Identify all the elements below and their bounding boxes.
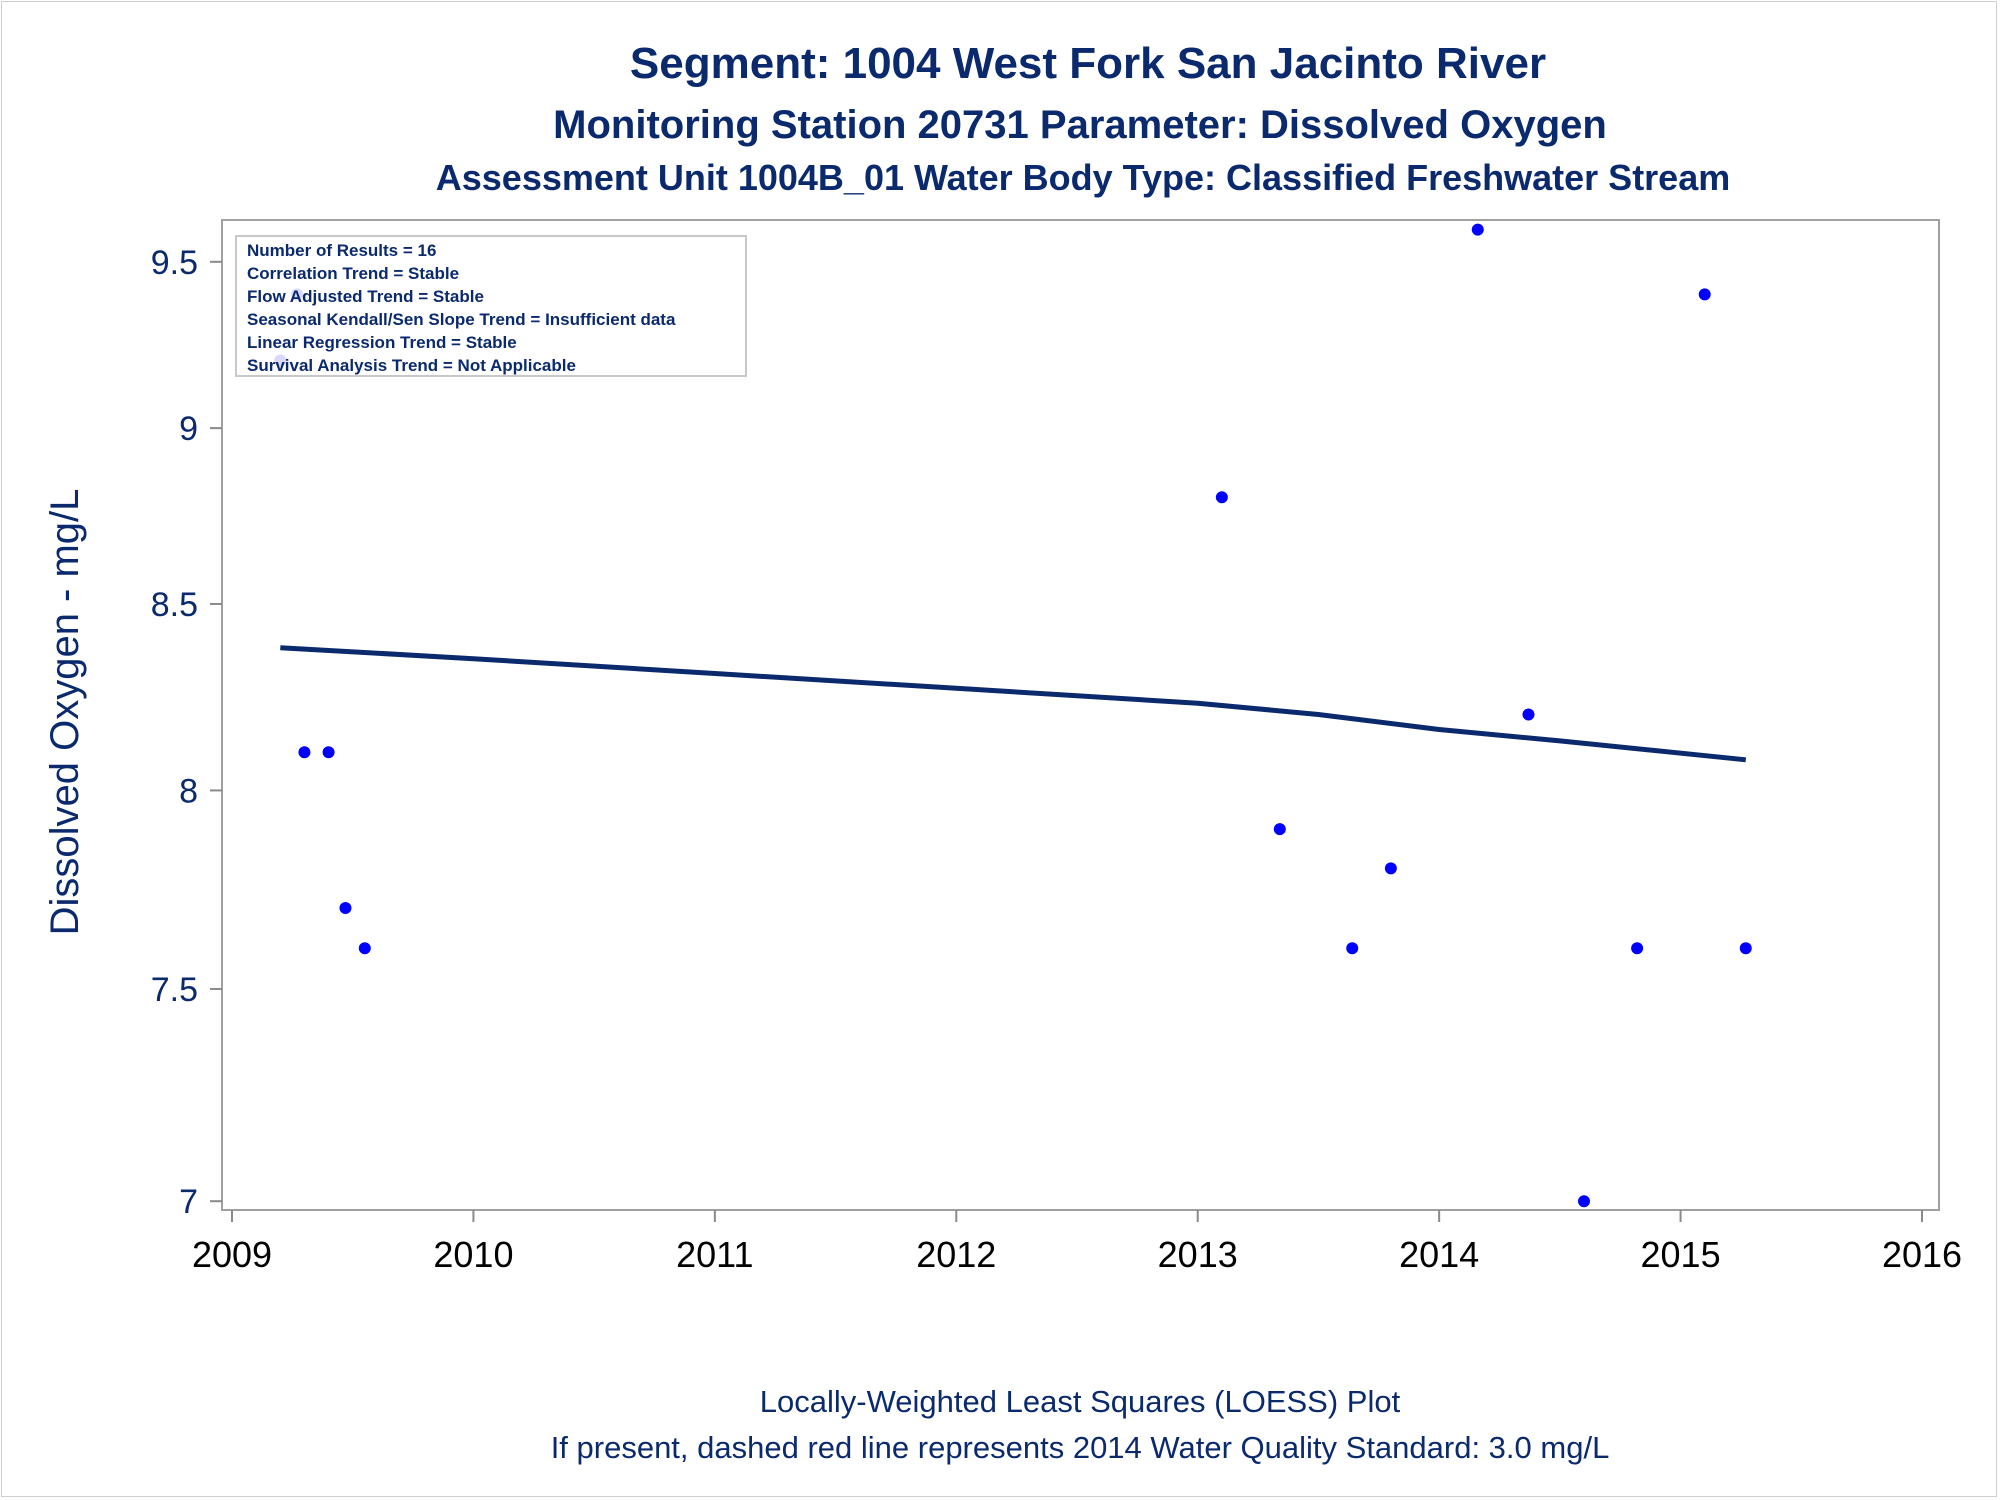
footnote-1: Locally-Weighted Least Squares (LOESS) P…: [760, 1384, 1401, 1419]
data-point: [339, 902, 352, 915]
data-point: [1631, 942, 1644, 955]
data-point: [1522, 708, 1535, 721]
legend-line-6: Survival Analysis Trend = Not Applicable: [247, 356, 576, 375]
data-point: [358, 942, 371, 955]
x-tick-label: 2011: [676, 1234, 753, 1275]
y-tick-label: 9.5: [151, 244, 198, 282]
plot-area: [221, 219, 1940, 1211]
data-point: [1739, 942, 1752, 955]
legend-line-5: Linear Regression Trend = Stable: [247, 333, 517, 352]
legend-line-1: Number of Results = 16: [247, 241, 436, 260]
chart-title: Segment: 1004 West Fork San Jacinto Rive…: [630, 39, 1546, 88]
data-point: [1346, 942, 1359, 955]
y-axis: 7 7.5 8 8.5 9 9.5: [151, 244, 222, 1221]
chart-subtitle-2: Assessment Unit 1004B_01 Water Body Type…: [436, 157, 1731, 198]
data-point: [298, 746, 311, 759]
y-tick-label: 8: [179, 772, 198, 810]
y-axis-label: Dissolved Oxygen - mg/L: [43, 489, 87, 936]
legend-line-3: Flow Adjusted Trend = Stable: [247, 287, 484, 306]
data-point: [1384, 862, 1397, 875]
x-tick-label: 2013: [1158, 1234, 1238, 1275]
loess-trend-line: [280, 645, 1747, 763]
legend: Number of Results = 16 Correlation Trend…: [235, 235, 747, 377]
y-tick-label: 7: [179, 1183, 198, 1221]
chart-subtitle: Monitoring Station 20731 Parameter: Diss…: [553, 103, 1607, 147]
x-tick-label: 2009: [192, 1234, 272, 1275]
x-axis: 2009 2010 2011 2012 2013 2014 2015 2016: [192, 1210, 1962, 1275]
data-point: [1215, 491, 1228, 504]
x-tick-label: 2012: [916, 1234, 996, 1275]
data-point: [1471, 223, 1484, 236]
data-point: [1273, 823, 1286, 836]
y-tick-label: 9: [179, 410, 198, 448]
data-point: [1578, 1195, 1590, 1208]
x-tick-label: 2014: [1399, 1234, 1479, 1275]
legend-line-2: Correlation Trend = Stable: [247, 264, 459, 283]
legend-line-4: Seasonal Kendall/Sen Slope Trend = Insuf…: [247, 310, 676, 329]
x-tick-label: 2016: [1882, 1234, 1962, 1275]
data-point: [1698, 288, 1711, 301]
x-tick-label: 2010: [433, 1234, 513, 1275]
y-tick-label: 8.5: [151, 586, 198, 624]
footnote-2: If present, dashed red line represents 2…: [551, 1430, 1610, 1465]
x-tick-label: 2015: [1641, 1234, 1721, 1275]
legend-box: [235, 235, 747, 377]
y-tick-label: 7.5: [151, 971, 198, 1009]
data-point: [322, 746, 335, 759]
